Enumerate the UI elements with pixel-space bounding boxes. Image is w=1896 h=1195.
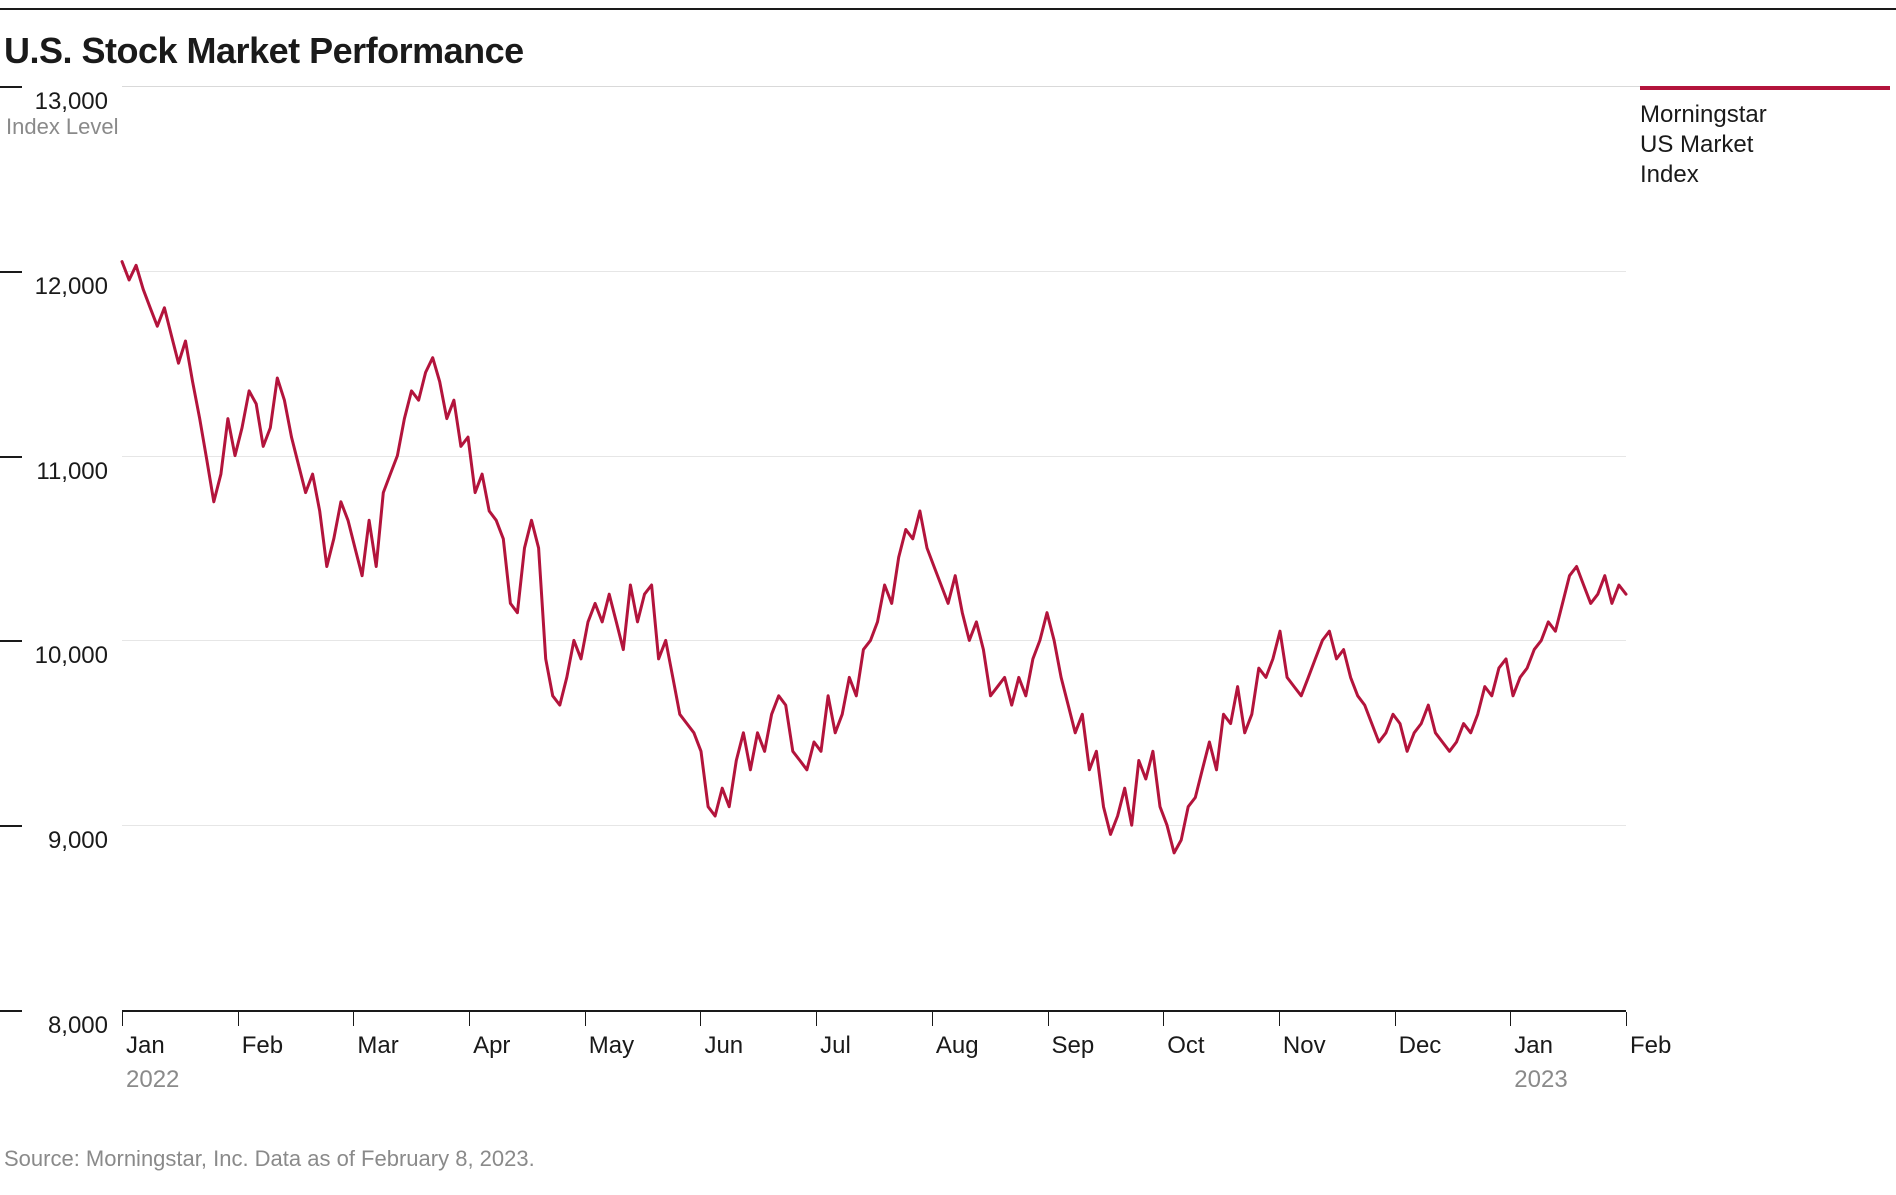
x-year-label: 2022 [126, 1066, 179, 1094]
x-tick [1395, 1012, 1396, 1026]
legend-swatch [1640, 86, 1890, 90]
x-tick [932, 1012, 933, 1026]
x-tick [816, 1012, 817, 1026]
source-text: Source: Morningstar, Inc. Data as of Feb… [4, 1146, 535, 1172]
x-tick-label: Jul [820, 1032, 851, 1060]
x-tick-label: Jun [704, 1032, 743, 1060]
x-tick-label: Oct [1167, 1032, 1204, 1060]
x-tick-label: Aug [936, 1032, 979, 1060]
x-tick-label: Sep [1052, 1032, 1095, 1060]
x-tick [353, 1012, 354, 1026]
x-tick-label: Feb [1630, 1032, 1671, 1060]
x-tick-label: Mar [357, 1032, 398, 1060]
x-tick [1163, 1012, 1164, 1026]
x-tick-label: May [589, 1032, 634, 1060]
x-tick [122, 1012, 123, 1026]
x-tick-label: Jan [1514, 1032, 1553, 1060]
chart-container: { "layout": { "width": 1896, "height": 1… [0, 0, 1896, 1195]
x-tick [700, 1012, 701, 1026]
x-tick-label: Jan [126, 1032, 165, 1060]
legend-label: Morningstar US Market Index [1640, 100, 1767, 190]
series-line [122, 262, 1626, 853]
x-year-label: 2023 [1514, 1066, 1567, 1094]
line-chart [0, 0, 1896, 1195]
x-tick [469, 1012, 470, 1026]
x-tick [1279, 1012, 1280, 1026]
x-tick-label: Dec [1399, 1032, 1442, 1060]
x-tick-label: Apr [473, 1032, 510, 1060]
x-tick [238, 1012, 239, 1026]
x-axis-baseline [122, 1010, 1626, 1012]
x-tick [1048, 1012, 1049, 1026]
x-tick [585, 1012, 586, 1026]
x-tick [1626, 1012, 1627, 1026]
x-tick [1510, 1012, 1511, 1026]
x-tick-label: Feb [242, 1032, 283, 1060]
x-tick-label: Nov [1283, 1032, 1326, 1060]
